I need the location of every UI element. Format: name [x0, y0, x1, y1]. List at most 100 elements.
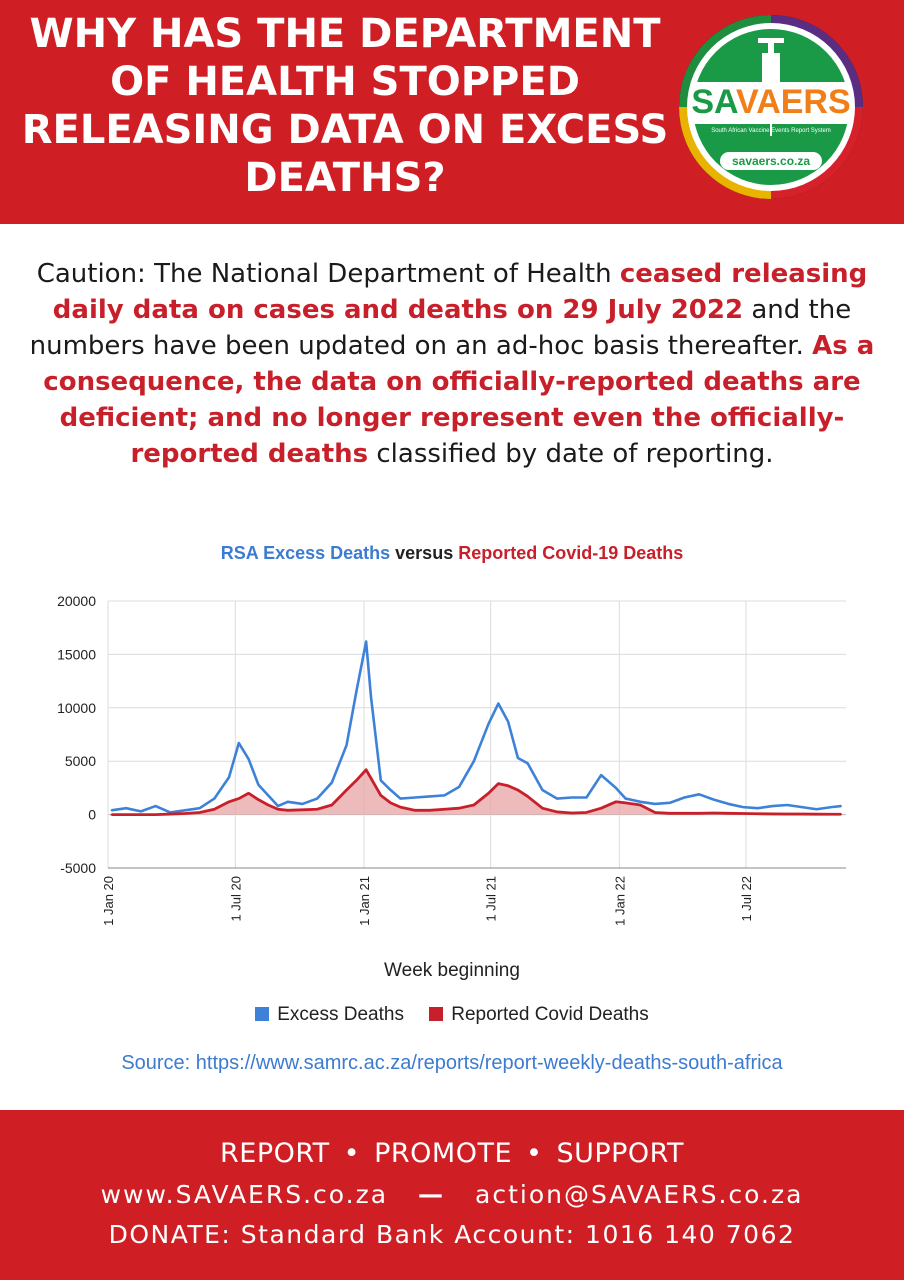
website-link[interactable]: www.SAVAERS.co.za [100, 1180, 389, 1209]
logo-url: savaers.co.za [732, 154, 810, 168]
point-excess-deaths [840, 805, 843, 807]
point-reported-covid-deaths [801, 813, 803, 815]
syringe-icon [758, 38, 784, 136]
point-reported-covid-deaths [428, 809, 431, 812]
point-excess-deaths [428, 795, 431, 798]
point-excess-deaths [267, 794, 270, 797]
chart-title: RSA Excess Deaths versus Reported Covid-… [0, 543, 904, 564]
x-tick-label: 1 Jul 21 [484, 876, 499, 922]
point-excess-deaths [125, 807, 128, 810]
y-tick-label: 10000 [57, 700, 96, 716]
email-link[interactable]: action@SAVAERS.co.za [475, 1180, 804, 1209]
point-excess-deaths [614, 787, 617, 789]
point-excess-deaths [624, 797, 627, 800]
point-reported-covid-deaths [570, 812, 573, 814]
point-reported-covid-deaths [301, 808, 304, 811]
point-excess-deaths [355, 690, 358, 693]
series-area-reported-covid-deaths [111, 769, 842, 815]
point-excess-deaths [316, 797, 319, 800]
point-reported-covid-deaths [624, 801, 627, 804]
caution-text-2: and the numbers have been updated on an … [29, 295, 852, 361]
point-reported-covid-deaths [379, 794, 382, 797]
header-banner: WHY HAS THE DEPARTMENT OF HEALTH STOPPED… [0, 0, 904, 224]
point-reported-covid-deaths [414, 809, 416, 812]
point-reported-covid-deaths [316, 808, 319, 811]
point-reported-covid-deaths [654, 811, 656, 814]
slogan-dot-1: • [343, 1138, 361, 1169]
point-reported-covid-deaths [370, 777, 372, 780]
y-tick-label: 15000 [57, 646, 96, 662]
point-excess-deaths [370, 696, 372, 699]
point-reported-covid-deaths [355, 779, 358, 782]
point-reported-covid-deaths [668, 812, 671, 815]
point-reported-covid-deaths [110, 813, 113, 816]
point-reported-covid-deaths [389, 801, 392, 804]
point-reported-covid-deaths [345, 789, 348, 791]
point-excess-deaths [830, 806, 833, 809]
point-reported-covid-deaths [330, 804, 333, 806]
point-reported-covid-deaths [786, 813, 789, 815]
chart-title-reported: Reported Covid-19 Deaths [458, 543, 684, 563]
point-reported-covid-deaths [286, 809, 289, 812]
source-link[interactable]: Source: https://www.samrc.ac.za/reports/… [121, 1052, 783, 1074]
point-reported-covid-deaths [399, 806, 402, 809]
point-excess-deaths [815, 808, 818, 811]
logo-name: SAVAERS [691, 83, 850, 121]
y-tick-label: 5000 [65, 753, 96, 769]
point-reported-covid-deaths [237, 797, 240, 800]
point-reported-covid-deaths [541, 807, 544, 810]
legend-item-excess: Excess Deaths [255, 1004, 404, 1026]
point-excess-deaths [786, 804, 789, 806]
point-excess-deaths [286, 800, 289, 803]
point-reported-covid-deaths [277, 808, 279, 811]
point-excess-deaths [526, 762, 529, 765]
slogan-dot-2: • [526, 1138, 543, 1169]
point-reported-covid-deaths [497, 782, 500, 785]
slogan-promote: PROMOTE [374, 1138, 513, 1169]
point-excess-deaths [742, 806, 745, 809]
point-excess-deaths [570, 796, 573, 799]
point-excess-deaths [541, 789, 544, 791]
point-reported-covid-deaths [698, 812, 700, 815]
donate-info: DONATE: Standard Bank Account: 1016 140 … [108, 1220, 796, 1249]
point-excess-deaths [683, 796, 686, 799]
chart-title-excess: RSA Excess Deaths [220, 543, 391, 563]
point-reported-covid-deaths [815, 813, 818, 816]
point-excess-deaths [443, 794, 446, 797]
point-excess-deaths [184, 809, 186, 812]
point-excess-deaths [712, 798, 715, 801]
excess-deaths-chart: -5000 0 5000 10000 15000 20000 1 Jan 20 1 Jul 2… [57, 593, 846, 926]
point-reported-covid-deaths [585, 811, 588, 814]
point-reported-covid-deaths [526, 795, 529, 798]
y-tick-label: 20000 [57, 593, 96, 609]
point-excess-deaths [345, 744, 348, 747]
point-reported-covid-deaths [267, 804, 270, 806]
x-tick-label: 1 Jan 21 [357, 876, 372, 926]
point-excess-deaths [556, 797, 558, 800]
point-reported-covid-deaths [443, 808, 446, 811]
point-reported-covid-deaths [472, 804, 475, 806]
point-excess-deaths [277, 805, 279, 807]
caution-text-3: classified by date of reporting. [368, 439, 774, 469]
point-excess-deaths [399, 797, 402, 800]
series-line-excess-deaths [111, 640, 842, 814]
slogan-support: SUPPORT [556, 1138, 684, 1169]
logo-url-pill [720, 152, 822, 170]
point-excess-deaths [110, 809, 113, 812]
slogan-report: REPORT [220, 1138, 330, 1169]
point-excess-deaths [257, 783, 260, 786]
legend-label-reported: Reported Covid Deaths [451, 1004, 649, 1025]
point-reported-covid-deaths [840, 813, 843, 816]
point-reported-covid-deaths [198, 811, 201, 814]
point-excess-deaths [414, 796, 416, 799]
point-reported-covid-deaths [742, 812, 745, 815]
point-excess-deaths [801, 806, 803, 809]
point-reported-covid-deaths [683, 812, 686, 815]
point-excess-deaths [654, 803, 656, 805]
point-excess-deaths [154, 805, 157, 807]
point-excess-deaths [330, 781, 333, 784]
point-excess-deaths [139, 810, 142, 813]
footer-contact: www.SAVAERS.co.za — action@SAVAERS.co.za [0, 1180, 904, 1209]
savaers-logo: SAVAERS South African Vaccine Events Rep… [679, 15, 863, 199]
x-axis-title: Week beginning [384, 960, 520, 981]
